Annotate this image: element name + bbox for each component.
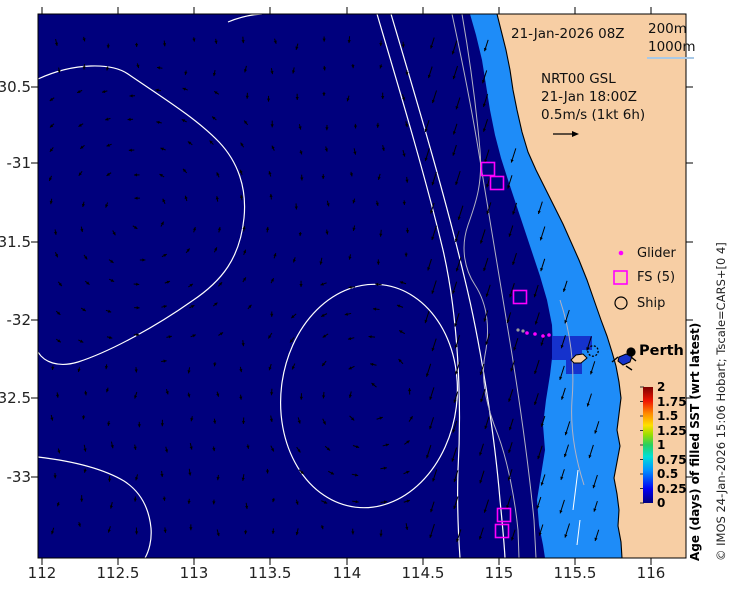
y-tick-label: -30.5 bbox=[0, 78, 31, 96]
fs-marker bbox=[489, 175, 505, 191]
fs-square-icon bbox=[613, 270, 628, 285]
colorbar-tick-label: 0.75 bbox=[657, 452, 687, 467]
velocity-note: NRT00 GSL 21-Jan 18:00Z 0.5m/s (1kt 6h) bbox=[541, 70, 645, 124]
x-tick-label: 114 bbox=[332, 564, 362, 582]
legend-glider-label: Glider bbox=[637, 246, 676, 261]
legend-fs-label: FS (5) bbox=[637, 270, 676, 285]
x-tick-label: 114.5 bbox=[401, 564, 445, 582]
x-tick-label: 115 bbox=[484, 564, 514, 582]
legend-swatches bbox=[613, 250, 628, 310]
perth-marker-dot bbox=[626, 347, 636, 357]
glider-track-dot bbox=[547, 333, 551, 337]
bathy-200m-label: 200m bbox=[648, 21, 687, 37]
colorbar-tick-label: 1 bbox=[657, 438, 666, 452]
fs-marker bbox=[480, 161, 496, 177]
fs-marker bbox=[512, 289, 528, 305]
y-tick-label: -31 bbox=[6, 154, 32, 172]
glider-dot-icon bbox=[618, 250, 624, 256]
colorbar-tick-label: 1.25 bbox=[657, 423, 687, 438]
ship-marker bbox=[587, 345, 599, 357]
bathymetry-contours bbox=[451, 14, 585, 558]
glider-track-dot bbox=[541, 334, 545, 338]
legend-ship-label: Ship bbox=[637, 296, 666, 311]
bathy-1000m-line-sample bbox=[647, 57, 694, 59]
colorbar-tick-label: 1.5 bbox=[657, 409, 679, 423]
velocity-time-label: 21-Jan 18:00Z bbox=[541, 89, 638, 105]
sst-contours bbox=[38, 14, 581, 558]
credit-text: © IMOS 24-Jan-2026 15:06 Hobart; Tscale=… bbox=[714, 242, 728, 561]
colorbar-tick-label: 0.5 bbox=[657, 467, 679, 481]
bathymetry-legend: 200m 1000m bbox=[648, 20, 696, 56]
velocity-model-label: NRT00 GSL bbox=[541, 71, 616, 87]
colorbar-title: Age (days) of filled SST (wrt latest) bbox=[688, 322, 702, 561]
bathy-1000m-label: 1000m bbox=[648, 39, 696, 55]
colorbar-tick-label: 2 bbox=[657, 380, 666, 394]
y-tick-label: -31.5 bbox=[0, 233, 31, 251]
y-tick-label: -32.5 bbox=[0, 389, 31, 407]
velocity-scale-arrow bbox=[553, 131, 579, 137]
x-tick-label: 112.5 bbox=[96, 564, 140, 582]
colorbar-tick-label: 1.75 bbox=[657, 394, 687, 409]
land-polygon bbox=[497, 14, 686, 558]
y-tick-label: -32 bbox=[6, 311, 32, 329]
glider-track-dot-old bbox=[516, 328, 520, 332]
colorbar-tick-label: 0 bbox=[657, 496, 666, 510]
current-vector-field bbox=[48, 36, 600, 543]
fs-marker bbox=[496, 507, 512, 523]
island bbox=[570, 353, 588, 364]
glider-track-dot bbox=[525, 331, 529, 335]
colorbar bbox=[643, 387, 653, 503]
axis-ticks bbox=[31, 7, 693, 565]
x-tick-label: 116 bbox=[636, 564, 666, 582]
colorbar-tick-label: 0.25 bbox=[657, 481, 687, 496]
swan-estuary bbox=[611, 353, 637, 371]
analysis-date-label: 21-Jan-2026 08Z bbox=[511, 26, 625, 42]
observation-markers bbox=[480, 161, 636, 539]
perth-city-label: Perth bbox=[639, 343, 684, 359]
glider-track-dot bbox=[533, 332, 537, 336]
fs-marker bbox=[494, 523, 510, 539]
glider-track-dot-old bbox=[521, 329, 525, 333]
x-tick-label: 115.5 bbox=[553, 564, 597, 582]
ship-circle-icon bbox=[614, 296, 628, 310]
y-tick-label: -33 bbox=[6, 468, 32, 486]
velocity-scale-label: 0.5m/s (1kt 6h) bbox=[541, 107, 646, 123]
x-tick-label: 113.5 bbox=[248, 564, 292, 582]
x-tick-label: 112 bbox=[27, 564, 57, 582]
coastline bbox=[496, 14, 623, 558]
x-tick-label: 113 bbox=[179, 564, 209, 582]
plot-border bbox=[37, 13, 687, 559]
